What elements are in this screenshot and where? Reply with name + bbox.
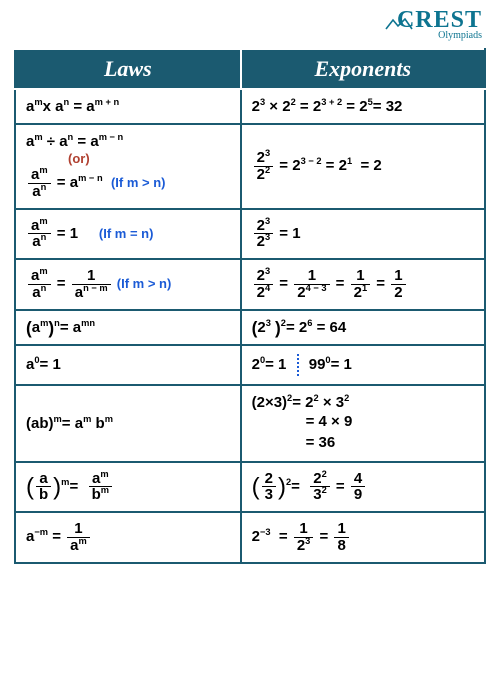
brand-logo: CREST Olympiads (397, 8, 482, 41)
table-row: amx an = am + n 23 × 22 = 23 + 2 = 25= 3… (15, 89, 485, 124)
fraction: a b (36, 471, 51, 504)
table-row: a−m = 1 am 2−3 = 1 23 = 1 8 (15, 512, 485, 563)
law-cell: am ÷ an = am − n (or) am an = am − n (If… (15, 124, 241, 209)
condition-text: (If m > n) (117, 276, 172, 291)
table-row: (ab)m= am bm (2×3)2= 22 × 32 = 4 × 9 = 3… (15, 385, 485, 462)
table-row: am ÷ an = am − n (or) am an = am − n (If… (15, 124, 485, 209)
brand-name: CREST (397, 8, 482, 32)
fraction: 1 2 (391, 268, 405, 301)
fraction: 23 23 (254, 218, 274, 251)
example-cell: (23 )2= 26 = 64 (241, 310, 485, 345)
table-row: am an = 1 an − m (If m > n) 23 24 = 1 24… (15, 259, 485, 310)
example-cell: (2×3)2= 22 × 32 = 4 × 9 = 36 (241, 385, 485, 462)
example-cell: ( 2 3 )2= 22 32 = 4 9 (241, 462, 485, 513)
table-row: (am)n= amn (23 )2= 26 = 64 (15, 310, 485, 345)
laws-exponents-table: Laws Exponents amx an = am + n 23 × 22 =… (14, 48, 486, 564)
fraction: am an (28, 218, 51, 251)
example-cell: 23 × 22 = 23 + 2 = 25= 32 (241, 89, 485, 124)
fraction: 2 3 (262, 471, 276, 504)
law-cell: (am)n= amn (15, 310, 241, 345)
table-row: ( a b )m= am bm ( 2 3 )2= 22 32 = 4 9 (15, 462, 485, 513)
fraction: 23 22 (254, 150, 274, 183)
law-cell: ( a b )m= am bm (15, 462, 241, 513)
example-cell: 23 23 = 1 (241, 209, 485, 260)
example-cell: 20= 1 990= 1 (241, 345, 485, 385)
or-text: (or) (68, 151, 90, 166)
example-cell: 2−3 = 1 23 = 1 8 (241, 512, 485, 563)
fraction: 1 am (67, 521, 90, 554)
fraction: 1 23 (294, 521, 314, 554)
fraction: 1 an − m (72, 268, 111, 301)
fraction: 1 24 − 3 (294, 268, 329, 301)
divider-icon (297, 354, 299, 376)
table-header-row: Laws Exponents (15, 49, 485, 89)
fraction: 1 21 (351, 268, 371, 301)
mountain-icon (385, 18, 413, 30)
fraction: 4 9 (351, 471, 365, 504)
header-exponents: Exponents (241, 49, 485, 89)
table-row: am an = 1 (If m = n) 23 23 = 1 (15, 209, 485, 260)
table-row: a0= 1 20= 1 990= 1 (15, 345, 485, 385)
law-cell: (ab)m= am bm (15, 385, 241, 462)
fraction: am an (28, 268, 51, 301)
condition-text: (If m = n) (99, 226, 154, 241)
example-cell: 23 22 = 23 − 2 = 21 = 2 (241, 124, 485, 209)
law-cell: a−m = 1 am (15, 512, 241, 563)
fraction: 22 32 (310, 471, 330, 504)
fraction: 1 8 (334, 521, 348, 554)
law-cell: amx an = am + n (15, 89, 241, 124)
law-cell: am an = 1 (If m = n) (15, 209, 241, 260)
fraction: 23 24 (254, 268, 274, 301)
fraction: am bm (89, 471, 112, 504)
law-cell: a0= 1 (15, 345, 241, 385)
law-cell: am an = 1 an − m (If m > n) (15, 259, 241, 310)
header-laws: Laws (15, 49, 241, 89)
condition-text: (If m > n) (111, 175, 166, 190)
example-cell: 23 24 = 1 24 − 3 = 1 21 = 1 2 (241, 259, 485, 310)
fraction: am an (28, 167, 51, 200)
